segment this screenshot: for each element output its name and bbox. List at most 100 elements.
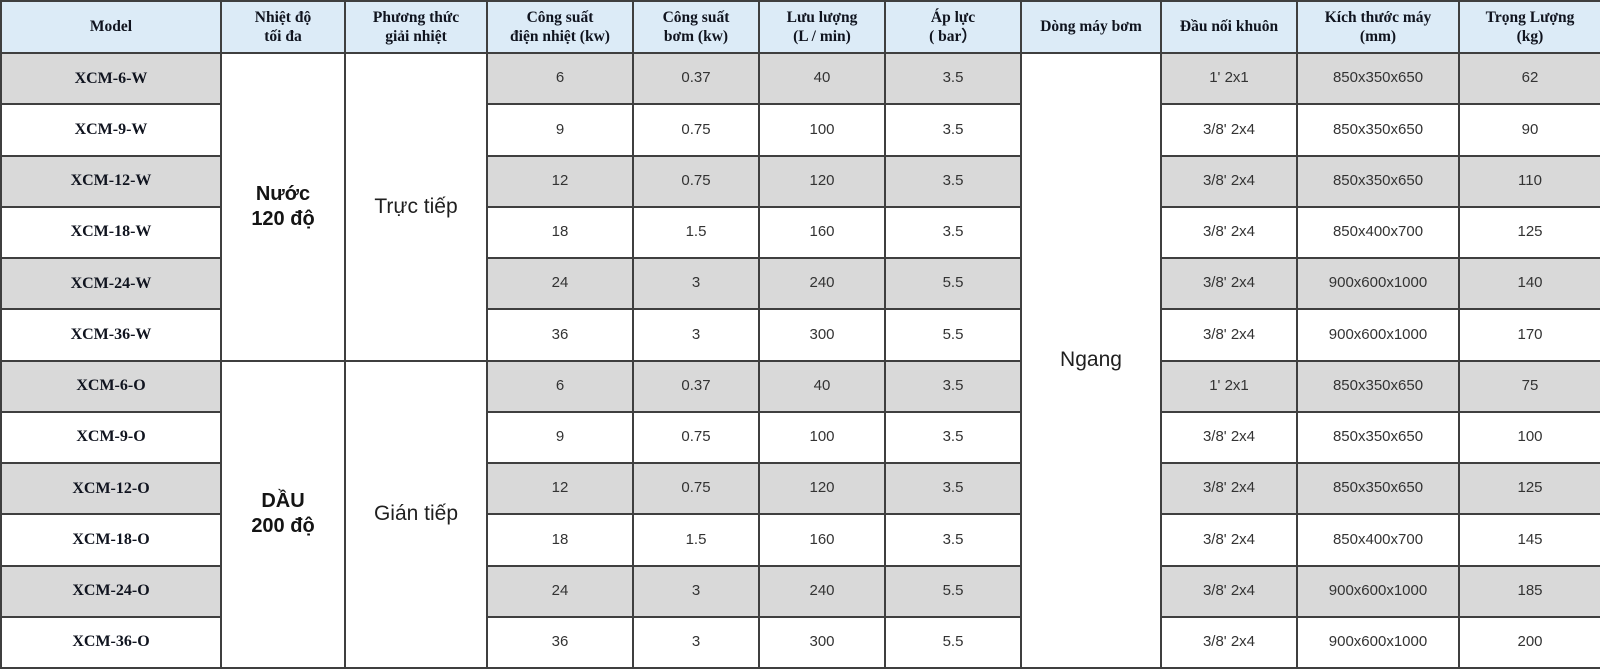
cell-mold-connector: 3/8' 2x4 xyxy=(1162,617,1298,669)
cell-weight: 100 xyxy=(1460,412,1600,464)
cell-mold-connector: 3/8' 2x4 xyxy=(1162,412,1298,464)
merged-cell-method-oil: Gián tiếp xyxy=(346,361,488,669)
cell-flow-rate: 240 xyxy=(760,259,886,311)
cell-heating-power: 36 xyxy=(488,310,634,362)
cell-machine-size: 850x350x650 xyxy=(1298,464,1460,516)
cell-mold-connector: 3/8' 2x4 xyxy=(1162,566,1298,618)
cell-machine-size: 900x600x1000 xyxy=(1298,617,1460,669)
cell-model: XCM-9-O xyxy=(2,412,222,464)
cell-mold-connector: 3/8' 2x4 xyxy=(1162,310,1298,362)
cell-pump-power: 3 xyxy=(634,566,760,618)
cell-flow-rate: 120 xyxy=(760,156,886,208)
merged-cell-temp-oil: DẦU 200 độ xyxy=(222,361,346,669)
cell-mold-connector: 3/8' 2x4 xyxy=(1162,207,1298,259)
cell-machine-size: 850x400x700 xyxy=(1298,515,1460,567)
cell-model: XCM-12-W xyxy=(2,156,222,208)
cell-heating-power: 9 xyxy=(488,412,634,464)
cell-machine-size: 850x400x700 xyxy=(1298,207,1460,259)
cell-model: XCM-9-W xyxy=(2,105,222,157)
cell-pressure: 5.5 xyxy=(886,310,1022,362)
cell-pressure: 3.5 xyxy=(886,361,1022,413)
cell-pump-power: 1.5 xyxy=(634,515,760,567)
cell-weight: 200 xyxy=(1460,617,1600,669)
cell-model: XCM-6-W xyxy=(2,54,222,106)
cell-heating-power: 12 xyxy=(488,464,634,516)
cell-model: XCM-36-O xyxy=(2,617,222,669)
cell-pump-power: 0.37 xyxy=(634,54,760,106)
cell-flow-rate: 40 xyxy=(760,54,886,106)
cell-pressure: 3.5 xyxy=(886,105,1022,157)
cell-pump-power: 3 xyxy=(634,617,760,669)
cell-model: XCM-24-O xyxy=(2,566,222,618)
cell-heating-power: 24 xyxy=(488,566,634,618)
column-header-cooling-method: Phương thức giải nhiệt xyxy=(346,2,488,54)
column-header-heating-power: Công suất điện nhiệt (kw) xyxy=(488,2,634,54)
column-header-max-temp: Nhiệt độ tối đa xyxy=(222,2,346,54)
cell-machine-size: 850x350x650 xyxy=(1298,156,1460,208)
cell-flow-rate: 300 xyxy=(760,617,886,669)
cell-pump-power: 0.37 xyxy=(634,361,760,413)
cell-weight: 185 xyxy=(1460,566,1600,618)
cell-mold-connector: 1' 2x1 xyxy=(1162,361,1298,413)
cell-pressure: 3.5 xyxy=(886,464,1022,516)
cell-model: XCM-6-O xyxy=(2,361,222,413)
cell-weight: 62 xyxy=(1460,54,1600,106)
cell-pressure: 5.5 xyxy=(886,617,1022,669)
cell-pressure: 3.5 xyxy=(886,207,1022,259)
column-header-model: Model xyxy=(2,2,222,54)
cell-heating-power: 18 xyxy=(488,515,634,567)
cell-pump-power: 0.75 xyxy=(634,412,760,464)
cell-heating-power: 9 xyxy=(488,105,634,157)
column-header-weight: Trọng Lượng (kg) xyxy=(1460,2,1600,54)
cell-flow-rate: 160 xyxy=(760,515,886,567)
cell-machine-size: 850x350x650 xyxy=(1298,54,1460,106)
cell-weight: 145 xyxy=(1460,515,1600,567)
column-header-pump-series: Dòng máy bơm xyxy=(1022,2,1162,54)
cell-flow-rate: 240 xyxy=(760,566,886,618)
cell-flow-rate: 300 xyxy=(760,310,886,362)
cell-mold-connector: 3/8' 2x4 xyxy=(1162,105,1298,157)
cell-machine-size: 850x350x650 xyxy=(1298,361,1460,413)
column-header-pump-power: Công suất bơm (kw) xyxy=(634,2,760,54)
cell-model: XCM-12-O xyxy=(2,464,222,516)
cell-weight: 140 xyxy=(1460,259,1600,311)
cell-model: XCM-18-O xyxy=(2,515,222,567)
cell-pressure: 3.5 xyxy=(886,156,1022,208)
cell-weight: 125 xyxy=(1460,207,1600,259)
cell-model: XCM-36-W xyxy=(2,310,222,362)
cell-model: XCM-18-W xyxy=(2,207,222,259)
cell-pressure: 3.5 xyxy=(886,54,1022,106)
cell-heating-power: 12 xyxy=(488,156,634,208)
cell-machine-size: 900x600x1000 xyxy=(1298,310,1460,362)
cell-pressure: 5.5 xyxy=(886,259,1022,311)
merged-cell-pump-type: Ngang xyxy=(1022,54,1162,669)
cell-mold-connector: 1' 2x1 xyxy=(1162,54,1298,106)
cell-flow-rate: 100 xyxy=(760,105,886,157)
cell-pump-power: 0.75 xyxy=(634,464,760,516)
cell-mold-connector: 3/8' 2x4 xyxy=(1162,156,1298,208)
cell-mold-connector: 3/8' 2x4 xyxy=(1162,515,1298,567)
cell-heating-power: 6 xyxy=(488,54,634,106)
cell-flow-rate: 100 xyxy=(760,412,886,464)
cell-weight: 90 xyxy=(1460,105,1600,157)
cell-model: XCM-24-W xyxy=(2,259,222,311)
cell-flow-rate: 40 xyxy=(760,361,886,413)
cell-weight: 75 xyxy=(1460,361,1600,413)
cell-mold-connector: 3/8' 2x4 xyxy=(1162,259,1298,311)
cell-pump-power: 3 xyxy=(634,259,760,311)
cell-weight: 170 xyxy=(1460,310,1600,362)
cell-pressure: 5.5 xyxy=(886,566,1022,618)
cell-pump-power: 3 xyxy=(634,310,760,362)
cell-machine-size: 900x600x1000 xyxy=(1298,259,1460,311)
cell-heating-power: 24 xyxy=(488,259,634,311)
cell-weight: 125 xyxy=(1460,464,1600,516)
cell-flow-rate: 160 xyxy=(760,207,886,259)
cell-pump-power: 0.75 xyxy=(634,105,760,157)
column-header-flow-rate: Lưu lượng (L / min) xyxy=(760,2,886,54)
cell-machine-size: 850x350x650 xyxy=(1298,105,1460,157)
cell-pump-power: 0.75 xyxy=(634,156,760,208)
cell-mold-connector: 3/8' 2x4 xyxy=(1162,464,1298,516)
merged-cell-temp-water: Nước 120 độ xyxy=(222,54,346,362)
cell-heating-power: 36 xyxy=(488,617,634,669)
